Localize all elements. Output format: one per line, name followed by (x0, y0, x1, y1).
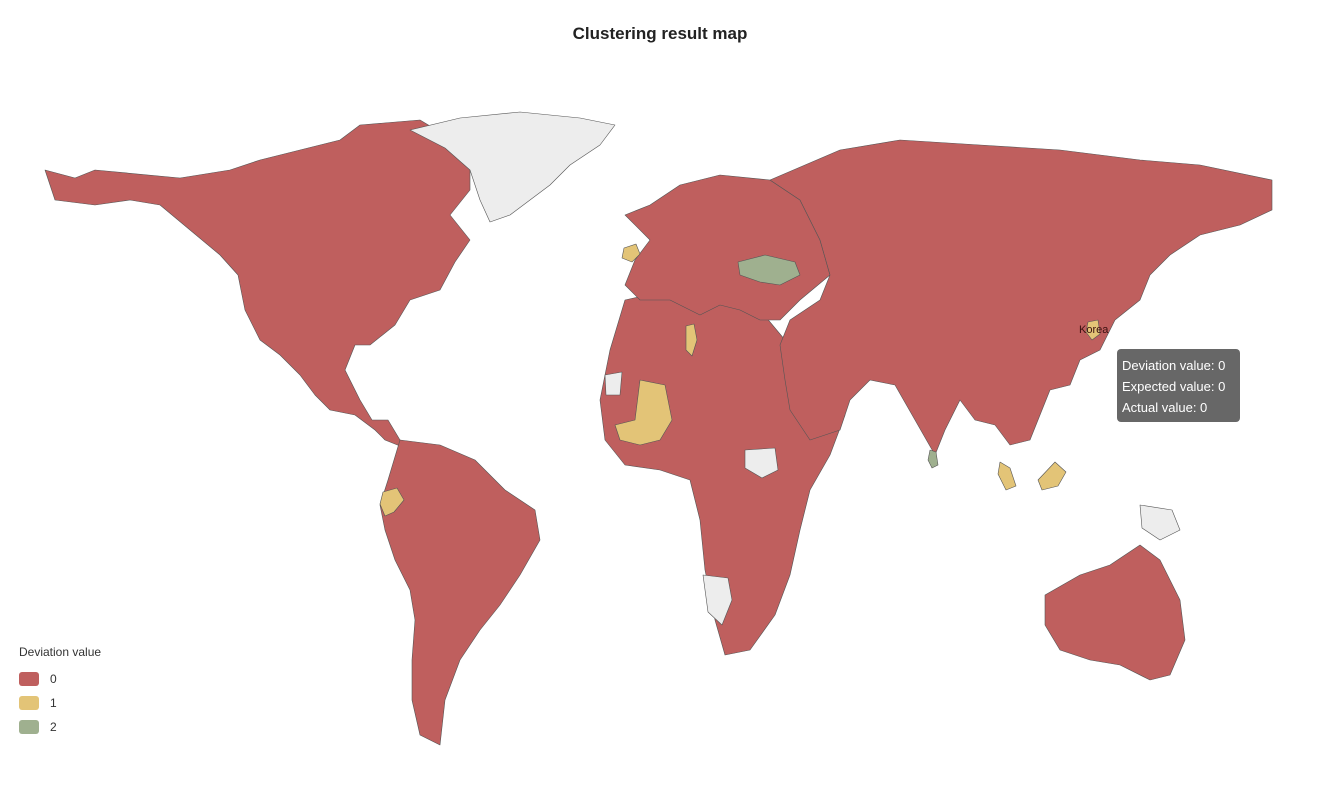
legend-item-0[interactable]: 0 (19, 667, 101, 691)
region-no-data-2[interactable] (1139, 504, 1181, 541)
region-malaysia[interactable] (997, 461, 1067, 491)
legend-item-1[interactable]: 1 (19, 691, 101, 715)
legend: Deviation value 0 1 2 (19, 645, 101, 739)
region-ukraine[interactable] (737, 254, 801, 286)
region-greenland[interactable] (409, 111, 616, 223)
region-korea[interactable] (1085, 319, 1101, 341)
region-mali[interactable] (614, 379, 673, 446)
region-asia[interactable] (769, 139, 1273, 456)
region-no-data-0[interactable] (702, 574, 733, 626)
map-title: Clustering result map (572, 24, 748, 43)
region-no-data-3[interactable] (604, 371, 623, 396)
legend-label-1: 1 (50, 696, 57, 710)
legend-item-2[interactable]: 2 (19, 715, 101, 739)
region-ecuador[interactable] (379, 487, 405, 517)
legend-label-2: 2 (50, 720, 57, 734)
region-north-america[interactable] (44, 119, 471, 463)
tooltip-actual: Actual value: 0 (1122, 400, 1208, 415)
tooltip-expected: Expected value: 0 (1122, 379, 1226, 394)
tooltip-deviation: Deviation value: 0 (1122, 358, 1226, 373)
region-sri-lanka[interactable] (927, 449, 939, 469)
legend-swatch-1 (19, 696, 39, 710)
legend-swatch-2 (19, 720, 39, 734)
region-south-america[interactable] (379, 439, 541, 746)
region-no-data-1[interactable] (744, 447, 779, 479)
region-australia[interactable] (1044, 544, 1186, 681)
map-tooltip: Deviation value: 0 Expected value: 0 Act… (1117, 349, 1240, 422)
korea-label: Korea (1079, 324, 1109, 336)
legend-title: Deviation value (19, 645, 102, 659)
legend-label-0: 0 (50, 672, 57, 686)
legend-swatch-0 (19, 672, 39, 686)
region-tunisia[interactable] (685, 323, 698, 357)
region-ireland[interactable] (621, 243, 641, 263)
